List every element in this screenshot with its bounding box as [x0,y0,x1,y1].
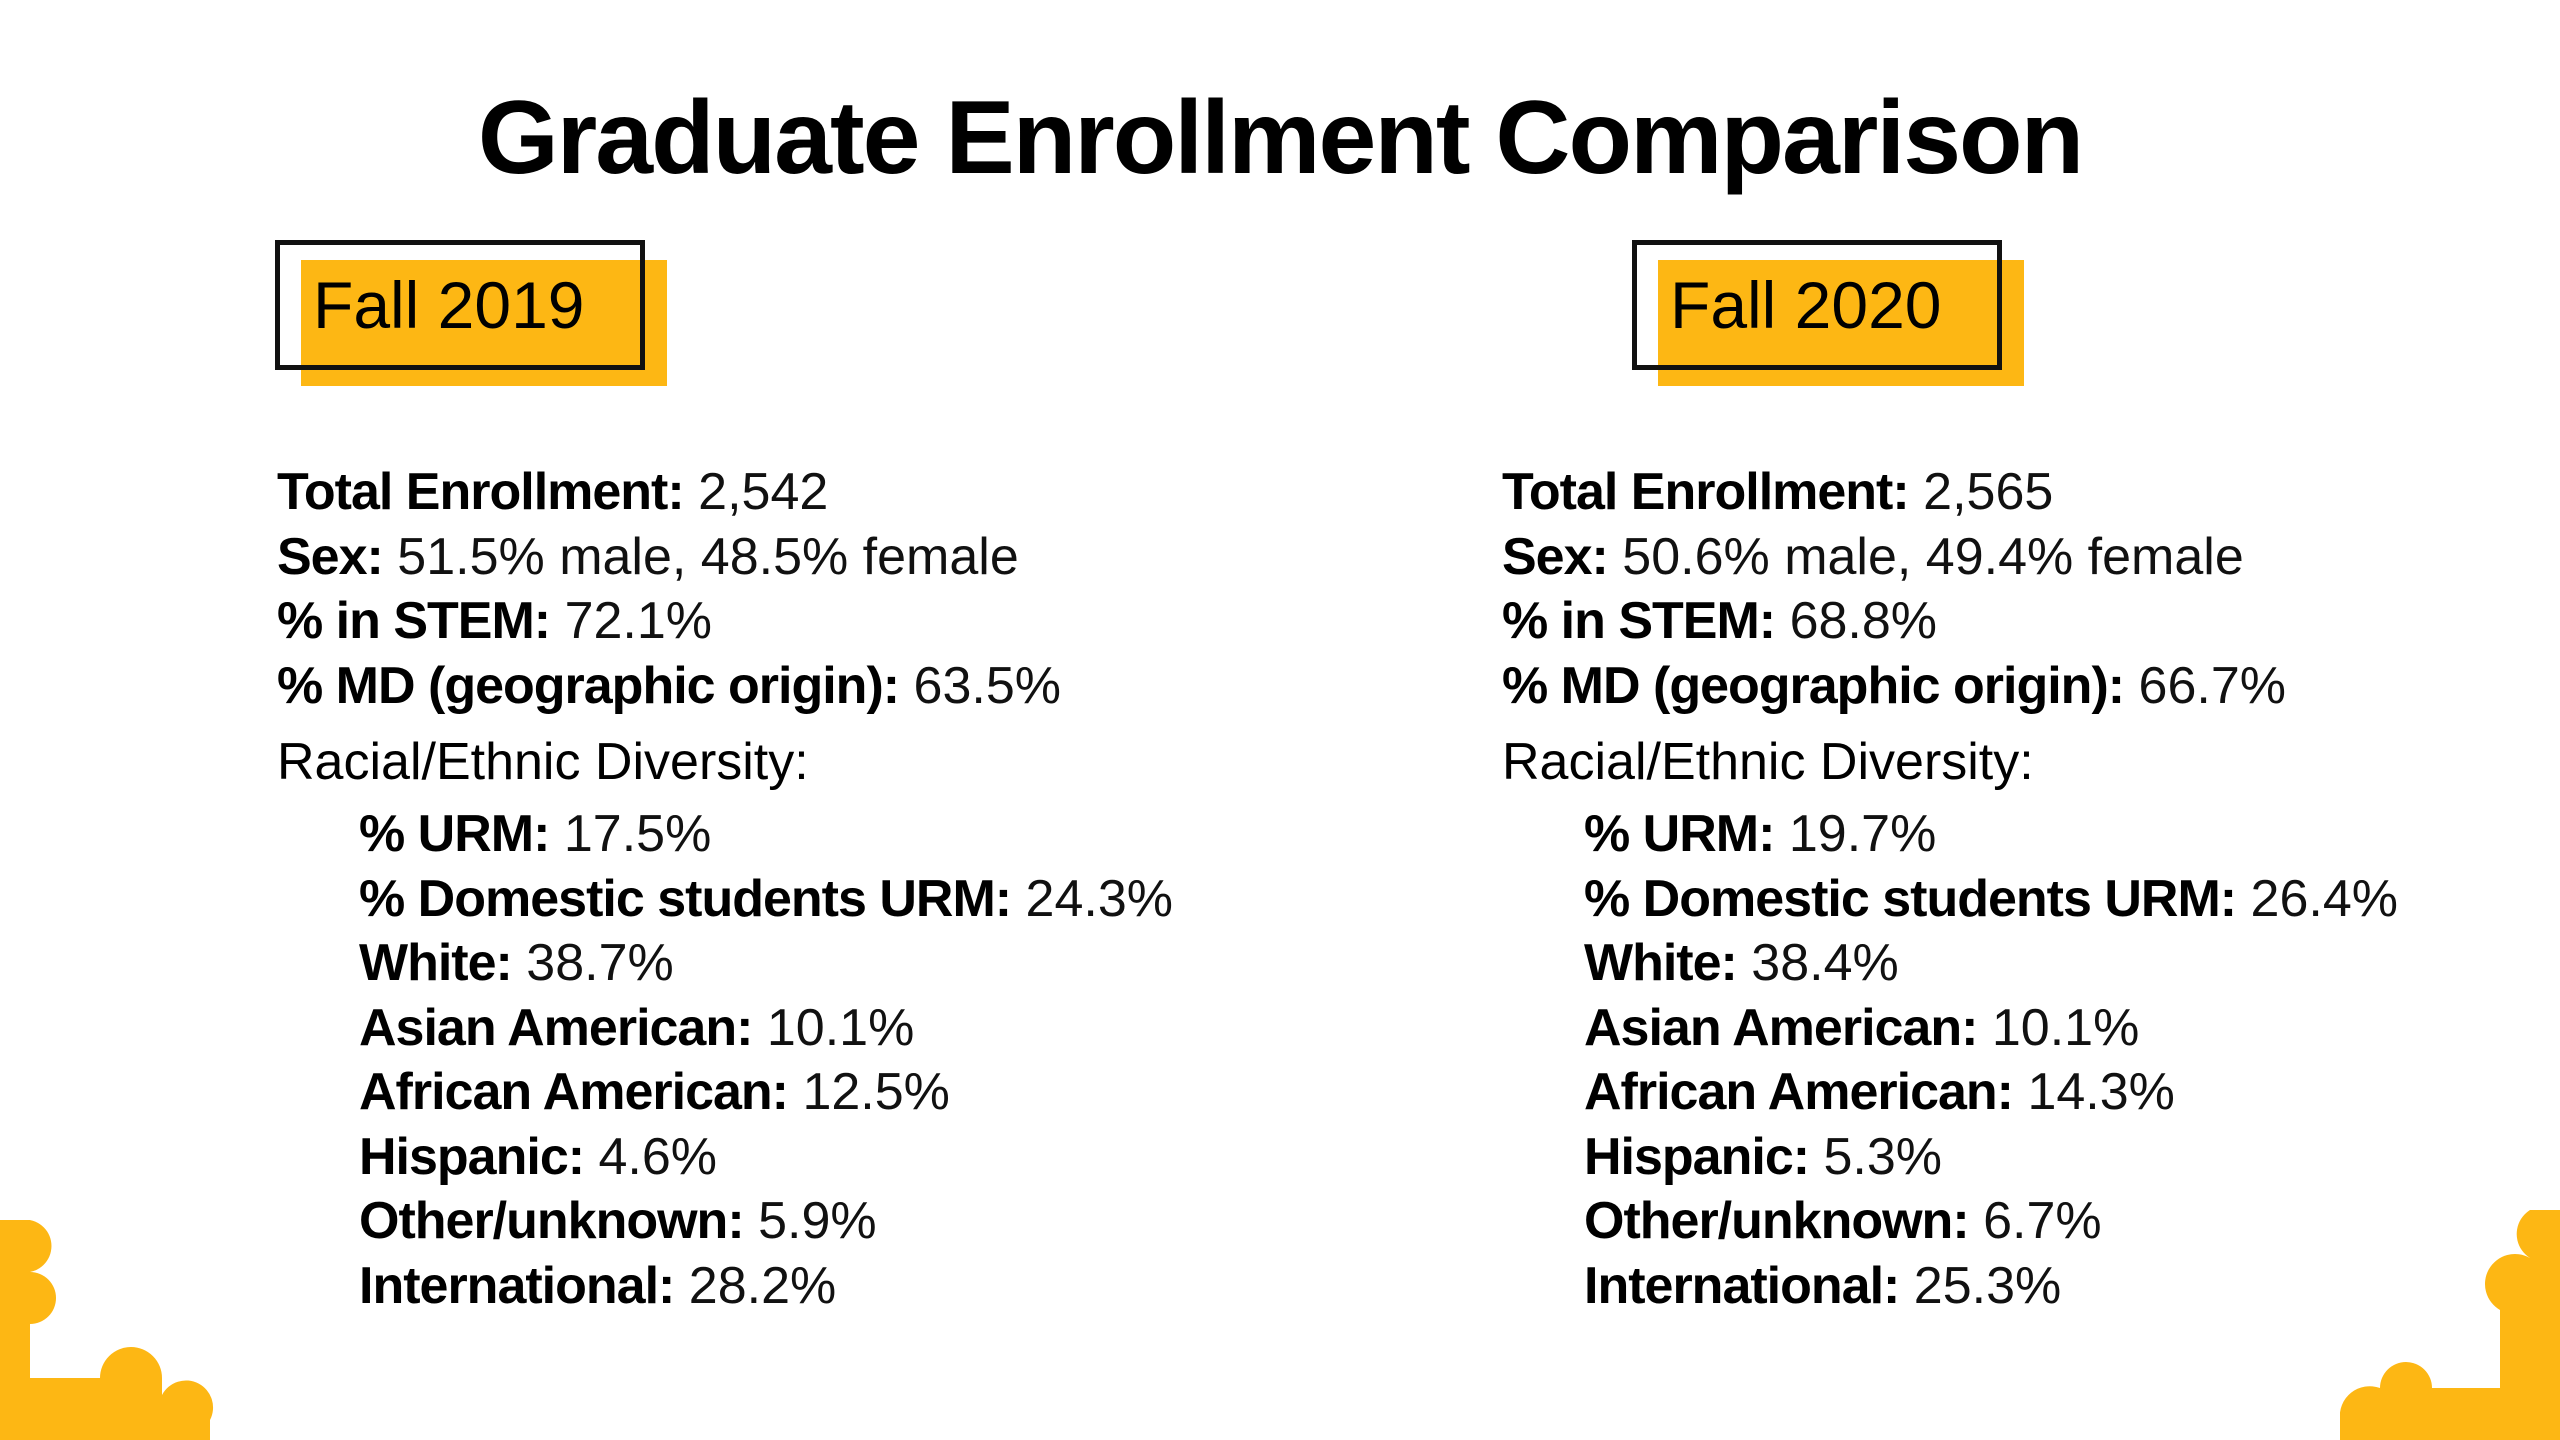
stat-label: Other/unknown: [1584,1192,1970,1250]
stat-value: 2,565 [1923,463,2054,521]
total-enrollment-row: Total Enrollment: 2,542 [277,460,1173,525]
stat-label: Sex: [1502,527,1609,586]
stat-label: International: [359,1256,675,1315]
stat-value: 66.7% [2138,656,2286,715]
stem-row: % in STEM: 72.1% [277,589,1173,654]
stat-value: 68.8% [1789,592,1938,650]
diversity-row: % URM: 19.7% [1502,802,2398,867]
stat-value: 24.3% [1025,869,1173,928]
stat-value: 14.3% [2027,1063,2175,1121]
diversity-row: Asian American: 10.1% [1502,996,2398,1061]
stat-label: % URM: [359,805,550,863]
diversity-heading: Racial/Ethnic Diversity: [277,733,809,791]
diversity-heading: Racial/Ethnic Diversity: [1502,733,2034,791]
stat-value: 25.3% [1913,1256,2062,1315]
stat-value: 63.5% [913,656,1061,715]
stat-value: 17.5% [563,805,712,863]
badge-frame [1632,240,2002,370]
year-label: Fall 2020 [1670,268,1942,342]
stat-label: African American: [359,1063,789,1121]
stat-label: % Domestic students URM: [359,869,1012,928]
diversity-row: Hispanic: 4.6% [277,1125,1173,1190]
year-badge-2020: Fall 2020 [1632,240,2024,386]
stat-value: 4.6% [598,1127,718,1186]
stat-value: 28.2% [688,1256,837,1315]
diversity-row: International: 28.2% [277,1254,1173,1319]
diversity-row: % Domestic students URM: 24.3% [277,867,1173,932]
stat-label: White: [359,934,513,992]
sex-row: Sex: 51.5% male, 48.5% female [277,525,1173,590]
badge-frame [275,240,645,370]
stat-label: Other/unknown: [359,1192,745,1250]
sex-row: Sex: 50.6% male, 49.4% female [1502,525,2398,590]
stat-value: 2,542 [698,463,829,521]
stat-value: 10.1% [1991,998,2140,1057]
stat-label: % in STEM: [277,592,551,650]
stat-label: % MD (geographic origin): [277,656,900,715]
stat-value: 51.5% male, 48.5% female [397,527,1019,586]
diversity-row: International: 25.3% [1502,1254,2398,1319]
stat-value: 5.3% [1823,1127,1943,1186]
diversity-row: White: 38.7% [277,931,1173,996]
stat-label: White: [1584,934,1738,992]
stat-value: 10.1% [766,998,915,1057]
stat-label: % MD (geographic origin): [1502,656,2125,715]
stat-value: 50.6% male, 49.4% female [1622,527,2244,586]
md-origin-row: % MD (geographic origin): 66.7% [1502,654,2398,719]
stats-column-2020: Total Enrollment: 2,565 Sex: 50.6% male,… [1502,460,2398,1318]
total-enrollment-row: Total Enrollment: 2,565 [1502,460,2398,525]
diversity-row: White: 38.4% [1502,931,2398,996]
stat-label: Total Enrollment: [277,463,685,521]
stat-value: 12.5% [802,1063,950,1121]
stat-value: 72.1% [564,592,713,650]
stat-label: Hispanic: [1584,1127,1810,1186]
stat-label: % in STEM: [1502,592,1776,650]
year-label: Fall 2019 [313,268,585,342]
stem-row: % in STEM: 68.8% [1502,589,2398,654]
stat-value: 6.7% [1983,1192,2102,1250]
stat-value: 38.4% [1751,934,1899,992]
diversity-row: African American: 14.3% [1502,1060,2398,1125]
stat-label: % Domestic students URM: [1584,869,2237,928]
diversity-row: % Domestic students URM: 26.4% [1502,867,2398,932]
diversity-row: Hispanic: 5.3% [1502,1125,2398,1190]
diversity-row: Asian American: 10.1% [277,996,1173,1061]
stat-label: Total Enrollment: [1502,463,1910,521]
stat-value: 19.7% [1788,805,1937,863]
stat-label: Hispanic: [359,1127,585,1186]
stat-label: Asian American: [359,998,753,1057]
stat-value: 26.4% [2250,869,2398,928]
diversity-row: % URM: 17.5% [277,802,1173,867]
corner-decoration-left [0,1220,214,1440]
stat-label: Sex: [277,527,384,586]
page-title: Graduate Enrollment Comparison [477,80,2084,196]
diversity-row: Other/unknown: 5.9% [277,1189,1173,1254]
year-badge-2019: Fall 2019 [275,240,667,386]
stats-column-2019: Total Enrollment: 2,542 Sex: 51.5% male,… [277,460,1173,1318]
stat-value: 38.7% [526,934,674,992]
stat-label: Asian American: [1584,998,1978,1057]
stat-value: 5.9% [758,1192,877,1250]
stat-label: International: [1584,1256,1900,1315]
md-origin-row: % MD (geographic origin): 63.5% [277,654,1173,719]
corner-decoration-right [2340,1210,2560,1440]
diversity-row: African American: 12.5% [277,1060,1173,1125]
stat-label: African American: [1584,1063,2014,1121]
diversity-row: Other/unknown: 6.7% [1502,1189,2398,1254]
stat-label: % URM: [1584,805,1775,863]
